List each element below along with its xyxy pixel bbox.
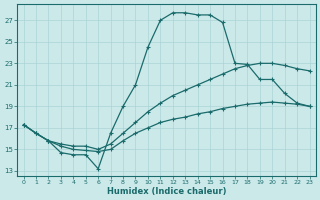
X-axis label: Humidex (Indice chaleur): Humidex (Indice chaleur): [107, 187, 226, 196]
